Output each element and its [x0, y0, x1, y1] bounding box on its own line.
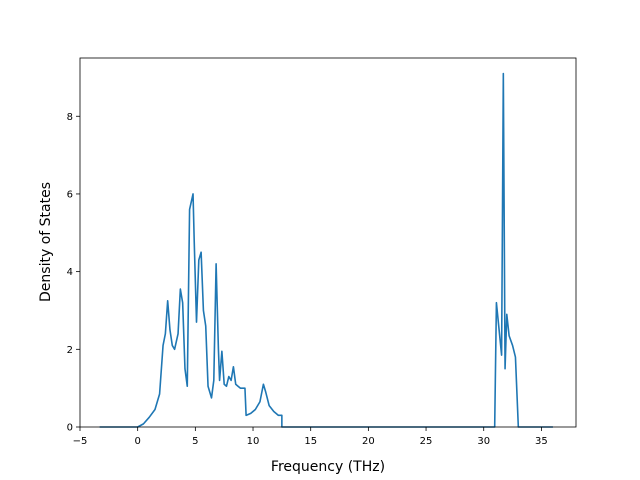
x-tick-label: 10 — [247, 436, 260, 447]
x-tick-label: 15 — [304, 436, 317, 447]
series-layer — [99, 72, 553, 428]
y-axis-title: Density of States — [38, 182, 54, 302]
y-tick-label: 4 — [67, 267, 73, 278]
x-tick-label: 0 — [134, 436, 140, 447]
x-axis-ticks: −5 0 5 10 15 20 25 30 35 — [73, 427, 548, 447]
y-tick-label: 2 — [67, 345, 73, 356]
y-tick-label: 6 — [67, 189, 73, 200]
series-line — [99, 72, 553, 428]
x-axis-title: Frequency (THz) — [271, 459, 385, 475]
x-tick-label: 5 — [192, 436, 198, 447]
y-tick-label: 8 — [67, 112, 73, 123]
plot-frame — [79, 57, 577, 428]
y-tick-label: 0 — [67, 423, 73, 434]
x-tick-label: 20 — [362, 436, 375, 447]
x-tick-label: −5 — [73, 436, 88, 447]
x-tick-label: 30 — [477, 436, 490, 447]
y-axis-ticks: 0 2 4 6 8 — [67, 112, 80, 434]
plot-area — [80, 58, 576, 427]
x-tick-label: 35 — [535, 436, 548, 447]
x-tick-label: 25 — [420, 436, 433, 447]
